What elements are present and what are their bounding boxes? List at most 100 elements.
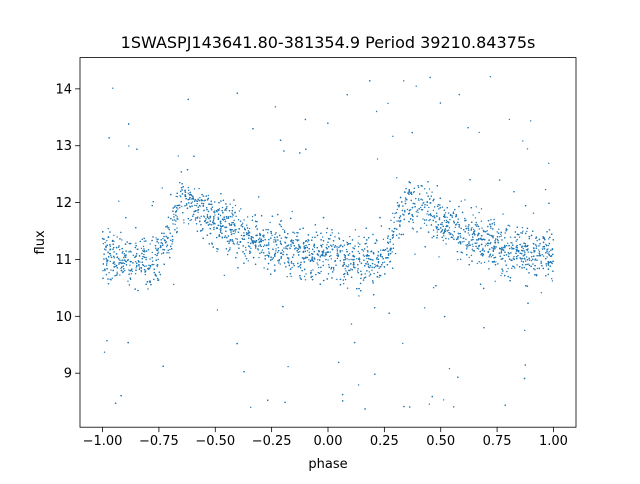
data-point: [442, 232, 445, 235]
data-point: [378, 276, 380, 279]
data-point: [516, 239, 518, 241]
data-point: [147, 249, 150, 251]
data-point: [536, 259, 538, 261]
data-point: [336, 252, 339, 254]
data-point: [181, 205, 183, 208]
data-point: [523, 250, 525, 252]
data-point: [480, 237, 482, 240]
data-point: [438, 218, 441, 221]
data-point: [552, 270, 554, 272]
data-point: [493, 218, 495, 221]
data-point: [508, 253, 510, 255]
data-point: [207, 221, 209, 224]
data-point: [298, 239, 300, 241]
data-point: [455, 224, 457, 226]
data-point: [263, 236, 265, 238]
data-point: [339, 251, 341, 253]
data-point: [466, 244, 469, 246]
data-point: [392, 234, 395, 236]
data-point: [525, 256, 528, 258]
data-point: [523, 242, 525, 244]
data-point: [408, 406, 411, 408]
data-point: [135, 245, 137, 247]
data-point: [431, 237, 433, 239]
data-point: [524, 260, 527, 262]
data-point: [229, 248, 231, 251]
data-point: [379, 266, 381, 268]
data-point: [411, 214, 413, 216]
data-point: [413, 187, 416, 189]
data-point: [131, 270, 134, 272]
data-point: [242, 245, 244, 247]
data-point: [220, 193, 222, 195]
data-point: [341, 393, 344, 396]
data-point: [498, 252, 501, 254]
data-point: [291, 242, 294, 244]
data-point: [471, 227, 473, 229]
data-point: [339, 260, 342, 262]
data-point: [102, 277, 104, 280]
data-point: [523, 245, 525, 248]
data-point: [359, 282, 362, 285]
data-point: [167, 216, 170, 219]
data-point: [112, 248, 114, 250]
data-point: [228, 210, 231, 212]
data-point: [410, 191, 412, 194]
data-point: [273, 241, 275, 243]
data-point: [220, 227, 222, 230]
data-point: [522, 230, 524, 232]
data-point: [450, 236, 453, 238]
data-point: [307, 241, 309, 243]
data-point: [286, 245, 289, 247]
data-point: [251, 240, 253, 242]
data-point: [287, 233, 289, 235]
data-point: [513, 191, 515, 193]
data-point: [548, 254, 551, 257]
data-point: [548, 251, 550, 253]
data-point: [366, 257, 368, 260]
data-point: [420, 208, 423, 211]
data-point: [104, 269, 106, 272]
data-point: [362, 250, 365, 252]
data-point: [328, 264, 330, 266]
data-point: [458, 93, 460, 96]
data-point: [420, 198, 422, 201]
data-point: [441, 236, 443, 238]
data-point: [332, 266, 335, 269]
data-point: [528, 272, 530, 274]
data-point: [204, 219, 207, 222]
data-point: [432, 235, 435, 237]
data-point: [336, 246, 338, 248]
data-point: [364, 265, 366, 267]
data-point: [483, 326, 485, 329]
data-point: [116, 236, 118, 238]
data-point: [433, 206, 436, 208]
data-point: [106, 340, 108, 342]
data-point: [299, 152, 301, 154]
data-point: [191, 205, 193, 207]
data-point: [391, 267, 394, 269]
data-point: [538, 238, 541, 241]
data-point: [357, 268, 359, 270]
data-point: [216, 309, 219, 311]
data-point: [522, 140, 524, 142]
data-point: [502, 270, 504, 272]
data-point: [113, 240, 115, 243]
data-point: [166, 252, 168, 254]
data-point: [105, 257, 107, 260]
data-point: [487, 244, 489, 247]
data-point: [129, 277, 132, 279]
data-point: [531, 256, 533, 258]
data-point: [438, 208, 440, 210]
data-point: [425, 224, 428, 227]
data-point: [308, 247, 310, 250]
data-point: [481, 227, 483, 229]
data-point: [299, 251, 301, 253]
data-point: [343, 263, 346, 265]
data-point: [304, 247, 307, 249]
data-point: [492, 237, 494, 239]
data-point: [180, 201, 182, 203]
data-point: [385, 257, 387, 259]
data-point: [232, 221, 234, 224]
data-point: [248, 245, 250, 247]
